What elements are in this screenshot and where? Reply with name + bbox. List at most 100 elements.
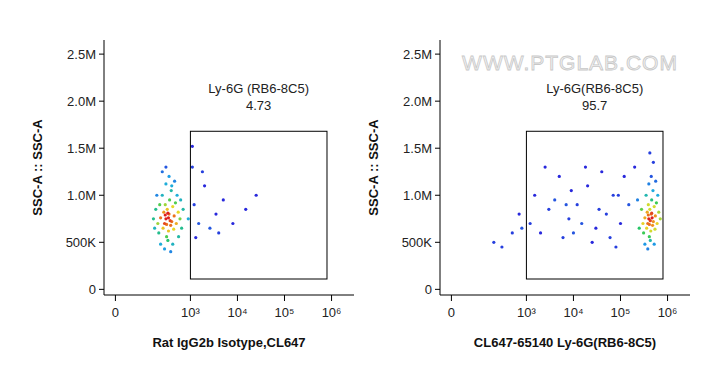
event-point <box>194 236 197 239</box>
event-point <box>643 243 646 246</box>
event-point <box>500 245 503 248</box>
x-tick-label: 10⁴ <box>227 305 247 320</box>
x-tick <box>451 295 452 301</box>
event-point <box>627 203 630 206</box>
y-tick-label: 500K <box>66 235 97 250</box>
event-point <box>659 217 662 220</box>
event-point <box>647 182 650 185</box>
event-point <box>570 189 573 192</box>
event-point <box>641 222 644 225</box>
gate-label: Ly-6G (RB6-8C5) <box>208 81 309 96</box>
x-tick-label: 10⁶ <box>322 305 342 320</box>
figure: Ly-6G (RB6-8C5) 4.73 0 500K 1.0M 1.5M 2.0M 2.5M… <box>0 0 711 367</box>
event-point <box>201 170 204 173</box>
event-point <box>647 217 650 220</box>
gate-value: 4.73 <box>246 98 271 113</box>
event-point <box>651 216 654 219</box>
event-point <box>651 224 654 227</box>
x-tick-label: 10⁴ <box>563 305 583 320</box>
y-axis-line <box>104 40 105 295</box>
event-point <box>197 222 200 225</box>
points <box>152 131 327 279</box>
event-point <box>171 205 174 208</box>
event-point <box>161 227 164 230</box>
y-tick-label: 1.0M <box>67 188 96 203</box>
x-axis-label: Rat IgG2b Isotype,CL647 <box>152 335 305 350</box>
gate-label: Ly-6G(RB6-8C5) <box>546 81 643 96</box>
event-point <box>544 165 547 168</box>
y-tick <box>99 54 104 55</box>
event-point <box>203 184 206 187</box>
event-point <box>193 203 196 206</box>
event-point <box>565 203 568 206</box>
event-point <box>649 229 652 232</box>
event-point <box>518 212 521 215</box>
x-tick-label: 0 <box>448 305 455 320</box>
event-point <box>654 214 657 217</box>
y-tick-label: 1.5M <box>403 141 432 156</box>
y-tick-label: 2.5M <box>403 47 432 62</box>
event-point <box>169 219 172 222</box>
x-tick-label: 0 <box>112 305 119 320</box>
event-point <box>159 243 162 246</box>
y-tick-label: 2.0M <box>403 94 432 109</box>
event-point <box>653 228 656 231</box>
event-point <box>652 220 655 223</box>
event-point <box>157 231 160 234</box>
event-point <box>591 241 594 244</box>
event-point <box>174 201 177 204</box>
event-point <box>244 208 247 211</box>
y-axis-label: SSC-A :: SSC-A <box>30 119 45 216</box>
panel: Ly-6G (RB6-8C5)4.730500K1.0M1.5M2.0M2.5M… <box>30 40 354 350</box>
event-point <box>182 208 185 211</box>
event-point <box>173 214 176 217</box>
event-point <box>169 250 172 253</box>
y-axis-line <box>440 40 441 295</box>
event-point <box>614 245 617 248</box>
event-point <box>520 227 523 230</box>
gate <box>190 131 327 279</box>
event-point <box>191 165 194 168</box>
event-point <box>647 203 650 206</box>
event-point <box>647 213 650 216</box>
x-tick-label: 10³ <box>517 305 536 320</box>
event-point <box>255 194 258 197</box>
event-point <box>164 182 167 185</box>
gate-value: 95.7 <box>582 98 607 113</box>
event-point <box>623 175 626 178</box>
event-point <box>633 165 636 168</box>
y-tick-label: 2.5M <box>67 47 96 62</box>
event-point <box>650 212 653 215</box>
event-point <box>155 194 158 197</box>
event-point <box>168 198 171 201</box>
event-point <box>644 194 647 197</box>
event-point <box>172 228 175 231</box>
event-point <box>643 216 646 219</box>
x-tick <box>573 295 574 301</box>
event-point <box>167 175 170 178</box>
event-point <box>580 222 583 225</box>
event-point <box>529 222 532 225</box>
event-point <box>558 175 561 178</box>
event-point <box>166 239 169 242</box>
y-tick-label: 0 <box>425 282 432 297</box>
y-tick <box>99 101 104 102</box>
event-point <box>175 194 178 197</box>
event-point <box>605 212 608 215</box>
event-point <box>231 222 234 225</box>
event-point <box>638 227 641 230</box>
event-point <box>649 239 652 242</box>
x-tick-label: 10⁵ <box>611 305 631 320</box>
event-point <box>650 212 653 215</box>
x-tick <box>190 295 191 301</box>
event-point <box>617 194 620 197</box>
y-tick-label: 2.0M <box>67 94 96 109</box>
event-point <box>539 231 542 234</box>
event-point <box>650 175 653 178</box>
x-tick <box>284 295 285 301</box>
y-tick-label: 1.0M <box>403 188 432 203</box>
event-point <box>645 227 648 230</box>
event-point <box>152 217 155 220</box>
event-point <box>646 211 649 214</box>
event-point <box>156 222 159 225</box>
